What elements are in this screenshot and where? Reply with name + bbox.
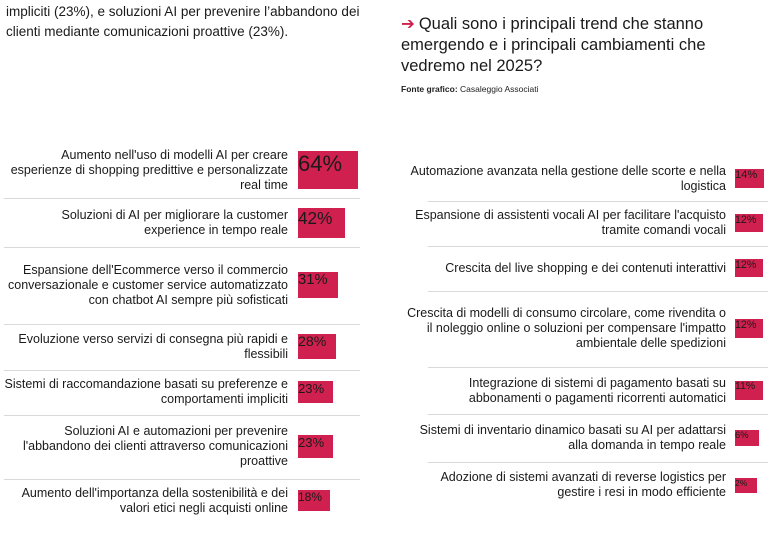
row-divider	[4, 370, 360, 371]
chart-source: Fonte grafico: Casaleggio Associati	[401, 84, 538, 94]
row-divider	[428, 201, 768, 202]
category-label: Aumento nell'uso di modelli AI per crear…	[10, 147, 288, 192]
chart-row-left: Soluzioni di AI per migliorare la custom…	[2, 201, 289, 245]
value-badge: 14%	[735, 168, 765, 189]
category-label: Sistemi di inventario dinamico basati su…	[419, 423, 726, 452]
value-badge: 28%	[298, 334, 336, 359]
category-label: Evoluzione verso servizi di consegna più…	[18, 331, 288, 361]
category-label: Aumento dell'importanza della sostenibil…	[21, 485, 288, 515]
category-label: Crescita di modelli di consumo circolare…	[407, 306, 726, 350]
chart-row-right: Adozione di sistemi avanzati di reverse …	[404, 466, 726, 504]
chart-row-right: Crescita del live shopping e dei contenu…	[404, 249, 726, 287]
value-badge: 12%	[735, 213, 764, 233]
value-badge: 2%	[735, 477, 757, 493]
category-label: Crescita del live shopping e dei contenu…	[445, 260, 726, 275]
category-label: Espansione dell'Ecommerce verso il comme…	[8, 262, 288, 307]
row-divider	[428, 291, 768, 292]
value-badge: 12%	[735, 319, 764, 338]
intro-paragraph: impliciti (23%), e soluzioni AI per prev…	[6, 4, 360, 39]
value-badge: 6%	[735, 429, 760, 447]
chart-row-left: Aumento nell'uso di modelli AI per crear…	[2, 145, 288, 195]
value-badge: 64%	[298, 151, 358, 189]
chart-row-left: Sistemi di raccomandazione basati su pre…	[2, 371, 288, 413]
chart-heading-text: Quali sono i principali trend che stanno…	[401, 15, 706, 75]
value-badge: 11%	[735, 381, 763, 400]
row-divider	[428, 462, 768, 463]
category-label: Adozione di sistemi avanzati di reverse …	[440, 470, 726, 499]
category-label: Integrazione di sistemi di pagamento bas…	[468, 375, 726, 405]
row-divider	[4, 198, 360, 199]
row-divider	[428, 414, 768, 415]
row-divider	[428, 367, 768, 368]
arrow-right-icon: ➔	[401, 15, 415, 33]
value-badge: 12%	[735, 258, 764, 278]
chart-row-right: Sistemi di inventario dinamico basati su…	[404, 419, 726, 457]
chart-row-left: Aumento dell'importanza della sostenibil…	[2, 480, 288, 521]
category-label: Espansione di assistenti vocali AI per f…	[415, 208, 726, 237]
row-divider	[4, 479, 360, 480]
value-badge: 31%	[298, 272, 338, 298]
value-badge: 18%	[298, 490, 330, 511]
value-badge: 23%	[298, 435, 333, 458]
chart-row-right: Integrazione di sistemi di pagamento bas…	[404, 372, 726, 409]
row-divider	[428, 246, 768, 247]
chart-row-left: Espansione dell'Ecommerce verso il comme…	[2, 248, 288, 322]
chart-row-left: Evoluzione verso servizi di consegna più…	[2, 325, 288, 368]
value-badge: 23%	[298, 380, 333, 404]
row-divider	[4, 415, 360, 416]
chart-heading: ➔ Quali sono i principali trend che stann…	[401, 14, 761, 77]
category-label: Sistemi di raccomandazione basati su pre…	[4, 377, 288, 406]
chart-row-right: Crescita di modelli di consumo circolare…	[404, 295, 726, 362]
chart-source-label: Fonte grafico:	[401, 84, 458, 94]
category-label: Automazione avanzata nella gestione dell…	[410, 163, 727, 193]
value-badge: 42%	[298, 208, 345, 238]
chart-source-value: Casaleggio Associati	[460, 84, 539, 94]
chart-row-right: Espansione di assistenti vocali AI per f…	[404, 204, 726, 242]
chart-row-right: Automazione avanzata nella gestione dell…	[404, 160, 727, 197]
category-label: Soluzioni di AI per migliorare la custom…	[61, 208, 289, 237]
row-divider	[4, 247, 360, 248]
chart-row-left: Soluzioni AI e automazioni per prevenire…	[2, 416, 288, 477]
row-divider	[4, 324, 360, 325]
category-label: Soluzioni AI e automazioni per prevenire…	[22, 424, 288, 468]
